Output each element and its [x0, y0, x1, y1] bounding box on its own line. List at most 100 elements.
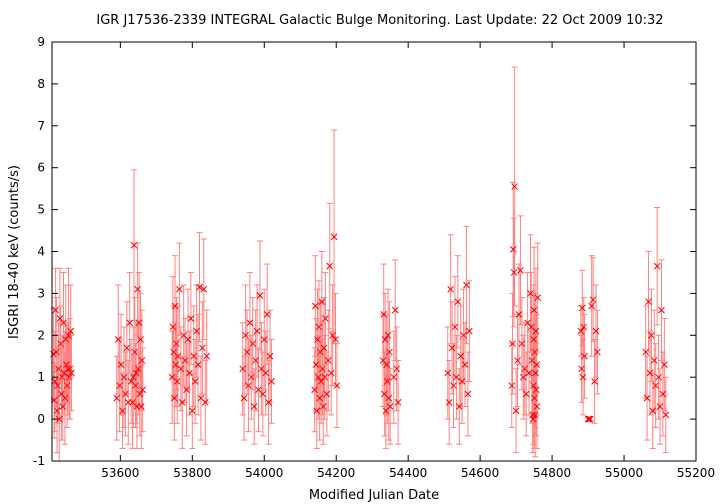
x-tick-label: 54800 — [533, 466, 571, 480]
data-point — [330, 233, 338, 241]
data-point — [662, 411, 670, 419]
data-point — [131, 348, 139, 356]
data-point — [132, 382, 139, 389]
data-point — [58, 373, 66, 381]
data-point — [385, 394, 393, 402]
y-tick-label: 6 — [37, 161, 45, 175]
data-point — [313, 407, 321, 415]
data-point — [201, 398, 209, 406]
data-point — [316, 394, 324, 402]
data-point — [311, 386, 318, 394]
data-point — [326, 262, 334, 270]
data-point — [653, 262, 661, 270]
data-point — [460, 331, 467, 339]
data-point — [136, 390, 144, 398]
data-point — [531, 348, 539, 356]
data-point — [173, 378, 181, 385]
data-point — [394, 398, 402, 406]
data-point — [67, 327, 75, 335]
data-markers — [50, 183, 670, 423]
data-point — [517, 267, 524, 274]
data-point — [577, 327, 585, 335]
data-point — [62, 336, 70, 343]
data-point — [518, 340, 526, 348]
data-point — [314, 373, 322, 381]
x-tick-label: 54400 — [389, 466, 427, 480]
data-point — [522, 390, 530, 398]
data-point — [318, 298, 326, 306]
data-point — [186, 369, 193, 377]
data-point — [119, 407, 126, 415]
data-point — [137, 403, 145, 410]
data-point — [532, 327, 540, 335]
data-point — [652, 382, 660, 389]
data-point — [184, 336, 192, 343]
data-point — [194, 361, 202, 368]
y-tick-label: 0 — [37, 412, 45, 426]
data-point — [66, 365, 74, 373]
data-point — [512, 407, 520, 415]
data-point — [332, 336, 339, 343]
data-point — [584, 415, 592, 423]
data-point — [660, 361, 668, 368]
x-tick-label: 53800 — [173, 466, 211, 480]
data-point — [314, 336, 321, 343]
data-point — [174, 352, 182, 360]
data-point — [527, 290, 534, 297]
data-point — [532, 369, 539, 377]
data-point — [191, 378, 199, 385]
data-point — [589, 296, 597, 304]
data-point — [68, 369, 75, 377]
data-point — [54, 382, 62, 389]
data-point — [453, 373, 460, 381]
data-point — [530, 306, 538, 314]
data-point — [390, 373, 398, 381]
data-point — [65, 331, 72, 339]
data-point — [170, 394, 178, 402]
data-point — [594, 348, 601, 356]
data-point — [55, 365, 62, 373]
x-tick-label: 53600 — [101, 466, 139, 480]
data-point — [534, 294, 542, 301]
data-point — [200, 285, 208, 293]
data-point — [61, 394, 69, 402]
data-point — [187, 315, 195, 322]
data-point — [515, 310, 523, 318]
data-point — [249, 340, 257, 348]
data-point — [380, 310, 388, 318]
data-point — [239, 365, 247, 373]
data-point — [391, 306, 399, 314]
data-point — [116, 382, 123, 389]
data-point — [246, 319, 254, 327]
data-point — [578, 304, 586, 312]
data-point — [578, 365, 585, 373]
data-point — [650, 357, 658, 364]
data-point — [509, 246, 517, 253]
data-point — [240, 394, 248, 402]
data-point — [463, 281, 470, 289]
data-point — [260, 336, 268, 343]
data-point — [445, 398, 453, 406]
data-point — [132, 369, 140, 377]
data-point — [193, 327, 200, 335]
data-point — [262, 369, 270, 377]
data-point — [581, 352, 588, 360]
data-point — [171, 302, 179, 310]
data-point — [383, 378, 391, 385]
data-point — [51, 378, 59, 385]
data-point — [55, 415, 63, 423]
data-point — [253, 327, 261, 335]
y-tick-label: 2 — [37, 328, 45, 342]
data-point — [122, 390, 129, 398]
chart-title: IGR J17536-2339 INTEGRAL Galactic Bulge … — [96, 13, 663, 28]
data-point — [448, 344, 456, 352]
data-point — [252, 357, 259, 364]
data-point — [447, 285, 454, 293]
y-tick-label: -1 — [33, 454, 45, 468]
data-point — [117, 361, 125, 368]
axis-ticks: -1 0 1 2 3 4 5 6 7 8 9 53600 53800 54000 54200 54400 546… — [33, 35, 715, 480]
data-point — [531, 411, 539, 419]
data-point — [263, 310, 271, 318]
data-point — [643, 394, 651, 402]
data-point — [176, 285, 183, 293]
